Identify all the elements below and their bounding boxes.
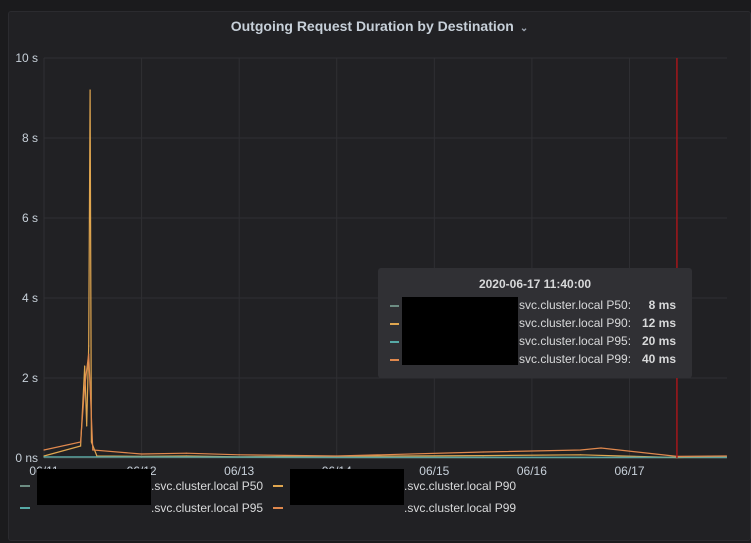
data-point-p99 <box>43 449 45 451</box>
y-tick-label: 6 s <box>22 211 38 225</box>
data-point-p99 <box>336 455 338 457</box>
y-tick-label: 2 s <box>22 371 38 385</box>
tooltip-row-p95: svc.cluster.local P95: 20 ms <box>390 334 684 350</box>
tooltip-series-name: svc.cluster.local P90: <box>519 316 632 330</box>
legend-label[interactable]: .svc.cluster.local P99 <box>404 501 517 515</box>
legend-swatch-p50 <box>20 484 30 487</box>
data-point-p99 <box>84 385 86 387</box>
data-point-p90 <box>79 445 82 447</box>
x-tick-label: 06/16 <box>517 464 547 478</box>
legend-label[interactable]: .svc.cluster.local P95 <box>151 501 264 515</box>
data-point-p90 <box>84 365 86 367</box>
data-point-p99 <box>79 441 82 443</box>
data-point-p99 <box>600 447 602 449</box>
redacted-block <box>37 469 151 505</box>
tooltip-swatch <box>390 323 399 325</box>
y-tick-label: 4 s <box>22 291 38 305</box>
data-point-p90 <box>88 345 90 347</box>
legend-label[interactable]: .svc.cluster.local P90 <box>404 479 517 493</box>
data-point-p99 <box>725 455 727 457</box>
x-tick-label: 06/13 <box>224 464 254 478</box>
data-point-p90 <box>86 425 88 427</box>
tooltip-series-name: svc.cluster.local P99: <box>519 352 632 366</box>
legend-item-p90[interactable]: .svc.cluster.local P90 <box>273 469 516 505</box>
legend-swatch-p90 <box>273 484 283 487</box>
data-point-p90 <box>482 455 484 457</box>
tooltip-value: 8 ms <box>648 298 676 312</box>
y-tick-label: 0 ns <box>15 451 38 465</box>
tooltip-swatch <box>390 305 399 307</box>
data-point-p95 <box>140 456 143 458</box>
legend-swatch-p95 <box>20 506 30 509</box>
panel-title[interactable]: Outgoing Request Duration by Destination… <box>9 18 750 34</box>
data-point-p99 <box>238 454 240 456</box>
tooltip-swatch <box>390 341 399 343</box>
y-tick-label: 10 s <box>15 51 38 65</box>
data-point-p99 <box>185 452 187 454</box>
legend-item-p95[interactable]: .svc.cluster.local P95 <box>20 500 263 518</box>
tooltip-swatch <box>390 359 399 361</box>
data-point-p90 <box>89 89 91 91</box>
data-point-p99 <box>580 449 582 451</box>
tooltip-time: 2020-06-17 11:40:00 <box>478 277 592 291</box>
tooltip-value: 40 ms <box>641 352 676 366</box>
legend-swatch-p99 <box>273 506 283 509</box>
data-point-p90 <box>90 441 93 443</box>
tooltip-value: 20 ms <box>641 334 676 348</box>
data-point-p99 <box>88 353 90 355</box>
series-line-p99 <box>43 353 727 458</box>
x-tick-label: 06/17 <box>614 464 644 478</box>
tooltip-series-name: svc.cluster.local P50: <box>519 298 632 312</box>
chevron-down-icon[interactable]: ⌄ <box>519 23 529 34</box>
legend-item-p99[interactable]: .svc.cluster.local P99 <box>273 500 516 518</box>
data-point-p95 <box>336 456 338 458</box>
data-point-p99 <box>92 449 94 451</box>
tooltip-row-p99: svc.cluster.local P99: 40 ms <box>390 352 684 368</box>
redacted-block <box>402 297 518 365</box>
data-point-p99 <box>482 451 484 453</box>
data-point-p95 <box>43 456 45 458</box>
legend-label[interactable]: .svc.cluster.local P50 <box>151 479 264 493</box>
legend-item-p50[interactable]: .svc.cluster.local P50 <box>20 469 263 505</box>
y-tick-label: 8 s <box>22 131 38 145</box>
data-point-p95 <box>725 456 727 458</box>
panel-title-text[interactable]: Outgoing Request Duration by Destination <box>230 18 514 34</box>
redacted-block <box>290 469 404 505</box>
tooltip-series-name: svc.cluster.local P95: <box>519 334 632 348</box>
data-point-p90 <box>580 454 582 456</box>
tooltip-row-p50: svc.cluster.local P50: 8 ms <box>390 298 684 314</box>
tooltip-row-p90: svc.cluster.local P90: 12 ms <box>390 316 684 332</box>
tooltip-value: 12 ms <box>641 316 676 330</box>
x-tick-label: 06/15 <box>419 464 449 478</box>
data-point-p99 <box>140 453 143 455</box>
